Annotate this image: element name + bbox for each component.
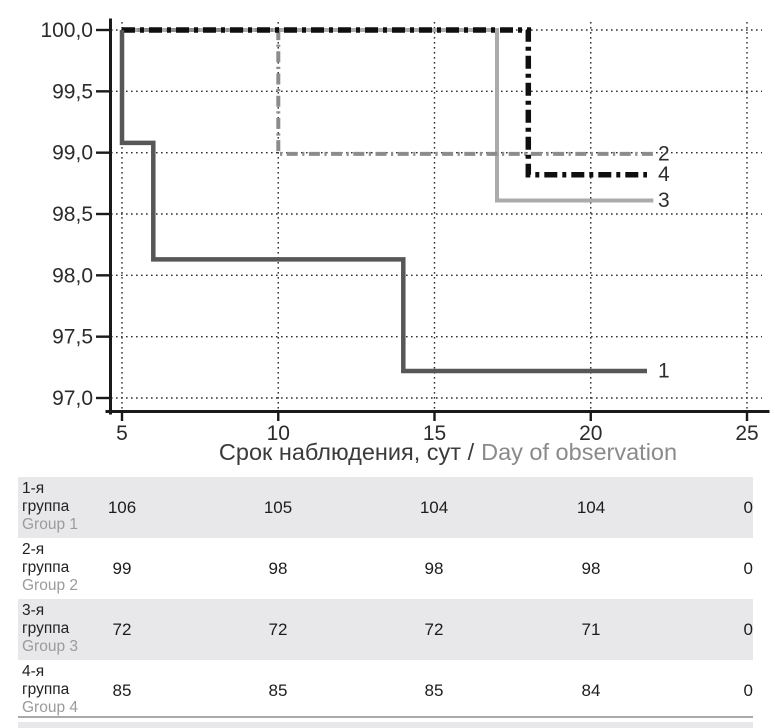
risk-row-label: 1-я группа Group 1 [22,480,78,534]
risk-table-row-3: 3-я группа Group 3 72 72 72 71 0 [18,599,753,660]
risk-value: 72 [424,620,444,639]
risk-value: 0 [743,498,753,517]
series-end-label-4: 4 [658,163,670,186]
risk-row-label-ru-line: группа [22,498,70,515]
y-tick-label: 99,5 [52,80,93,103]
risk-table-row-2: 2-я группа Group 2 99 98 98 98 0 [18,538,753,599]
series-line-3 [122,28,654,203]
y-tick-label: 100,0 [40,19,93,42]
y-tick-label: 98,0 [52,264,93,287]
risk-row-label-ru-line: 2-я [22,541,45,558]
risk-value: 98 [581,559,601,578]
series-end-label-1: 1 [658,360,670,383]
x-axis-title: Срок наблюдения, сут / Day of observation [219,439,677,465]
risk-value: 85 [424,681,444,700]
x-tick-label: 10 [267,422,290,445]
risk-row-label-ru-line: 4-я [22,663,45,680]
x-axis-title-russian: Срок наблюдения, сут / [219,439,475,465]
risk-row-label-ru-line: группа [22,559,70,576]
series-line-2 [122,28,654,156]
risk-row-label: 2-я группа Group 2 [22,541,78,595]
risk-value: 84 [581,681,601,700]
survival-plot: 100,0 99,5 99,0 98,5 98,0 97,5 97,0 5 10 15 20 25 1… [40,18,770,465]
series-line-1 [119,30,647,374]
risk-value: 104 [419,498,449,517]
x-axis-title-english: Day of observation [481,439,677,465]
risk-value: 104 [576,498,606,517]
risk-row-label: 3-я группа Group 3 [22,602,78,656]
series-line-4 [122,27,647,178]
x-tick-label: 25 [735,422,758,445]
y-tick-label: 97,5 [52,326,93,349]
x-tick-label: 15 [423,422,446,445]
risk-row-label-en: Group 1 [22,516,79,533]
risk-table-row-4: 4-я группа Group 4 85 85 85 84 0 [18,660,753,721]
risk-row-label-en: Group 4 [22,699,79,716]
series-end-label-2: 2 [658,142,670,165]
risk-row-label-ru-line: группа [22,681,70,698]
risk-row-label-en: Group 2 [22,577,79,594]
y-tick-label: 97,0 [52,387,93,410]
risk-value: 0 [743,620,753,639]
risk-table-row-1: 1-я группа Group 1 106 105 104 104 0 [18,477,753,538]
y-tick-label: 99,0 [52,142,93,165]
risk-value: 106 [107,498,137,517]
risk-value: 71 [581,620,601,639]
risk-row-label-en: Group 3 [22,638,79,655]
risk-value: 99 [112,559,132,578]
label-layer: 1 2 3 4 [658,142,670,382]
grid-layer [111,22,762,410]
risk-value: 98 [424,559,444,578]
risk-row-label-ru-line: 3-я [22,602,45,619]
risk-value: 105 [263,498,293,517]
risk-value: 72 [112,620,132,639]
y-tick-label: 98,5 [52,203,93,226]
risk-value: 0 [743,681,753,700]
risk-row-label-ru-line: группа [22,620,70,637]
risk-row-label-ru-line: 1-я [22,480,45,497]
risk-value: 85 [268,681,288,700]
next-row-band-cut-off [18,722,753,728]
risk-row-label: 4-я группа Group 4 [22,663,78,717]
axis-layer: 100,0 99,5 99,0 98,5 98,0 97,5 97,0 5 10 15 20 25 [40,18,770,445]
risk-value: 85 [112,681,132,700]
x-tick-label: 20 [579,422,602,445]
risk-value: 0 [743,559,753,578]
series-end-label-3: 3 [658,189,670,212]
risk-value: 72 [268,620,288,639]
x-tick-label: 5 [116,422,128,445]
series-layer [119,27,654,374]
table-bottom-divider [18,716,753,718]
risk-value: 98 [268,559,288,578]
